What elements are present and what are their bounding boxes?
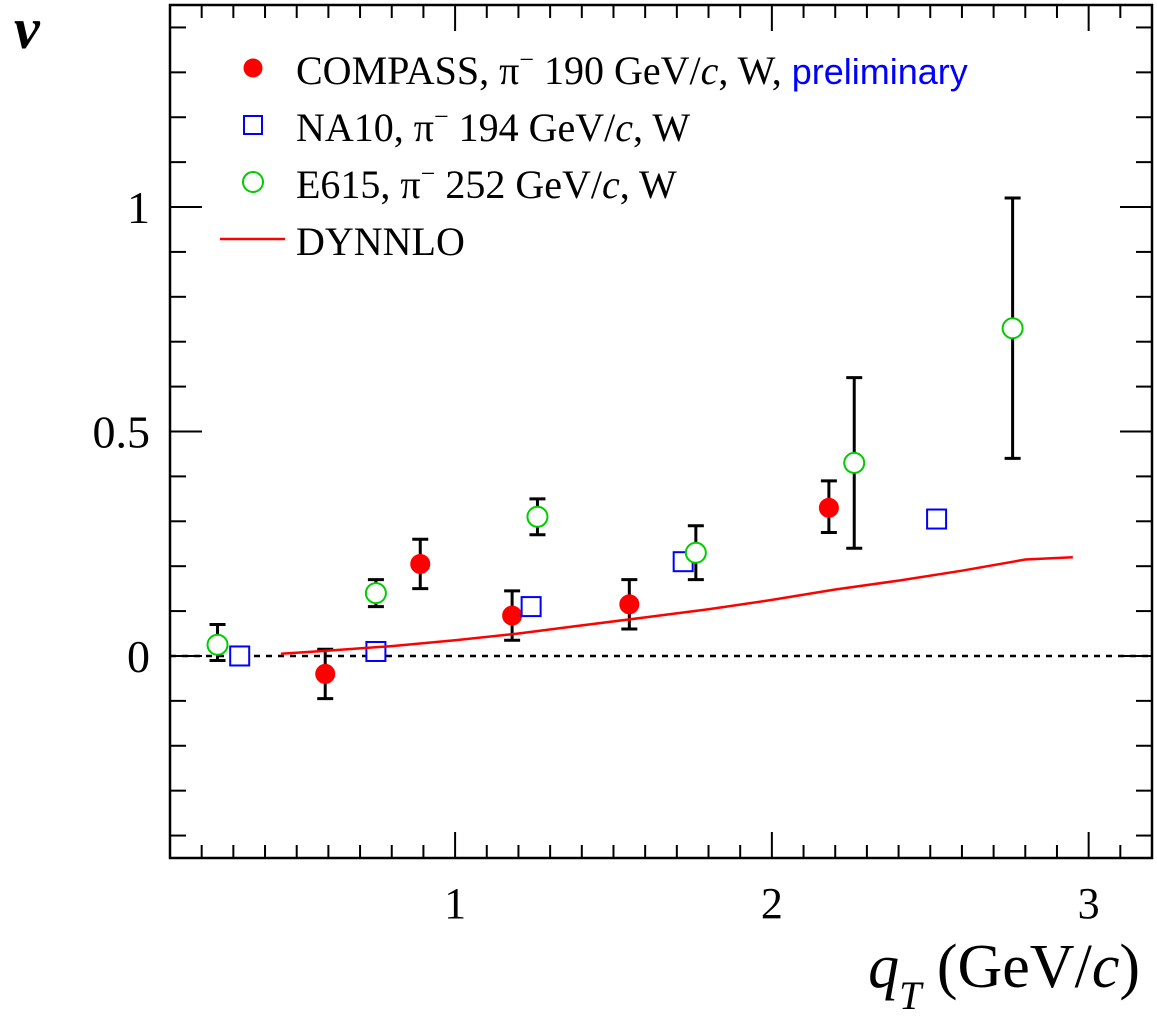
legend-entry-c: c <box>701 48 719 93</box>
legend-marker-compass <box>243 58 263 78</box>
x-tick-label: 1 <box>444 879 466 928</box>
compass-point <box>502 605 523 626</box>
legend-marker-na10 <box>243 115 263 135</box>
e615-point <box>206 633 229 656</box>
legend-entry: NA10, π− 194 GeV/c, W <box>296 102 690 150</box>
x-axis-label-unit: (GeV/ <box>921 933 1092 1001</box>
na10-point <box>520 596 542 618</box>
legend-entry-rest: 194 GeV/ <box>449 105 617 150</box>
legend-entry-main: COMPASS, π <box>296 48 519 93</box>
legend-entry-rest: 252 GeV/ <box>435 162 603 207</box>
legend-entry: COMPASS, π− 190 GeV/c, W, preliminary <box>296 45 968 93</box>
x-axis-label-unit-c: c <box>1092 933 1120 1001</box>
y-tick-label: 0.5 <box>93 407 151 458</box>
e615-point <box>1001 317 1024 340</box>
compass-point <box>619 594 640 615</box>
legend-entry-sup: − <box>421 159 436 188</box>
dynnlo-curve <box>280 555 1073 655</box>
e615-point <box>526 505 549 528</box>
y-tick-label: 0 <box>127 631 150 682</box>
x-axis-label-unit-close: ) <box>1119 933 1140 1001</box>
y-tick-label: 1 <box>127 182 150 233</box>
x-axis-label: qT (GeV/c) <box>868 933 1140 1016</box>
x-axis-label-q: q <box>868 933 899 1001</box>
e615-point <box>364 582 387 605</box>
legend-entry-main: NA10, π <box>296 105 434 150</box>
legend-entry-rest: 190 GeV/ <box>534 48 702 93</box>
legend-marker-e615 <box>242 171 264 193</box>
legend-entry: DYNNLO <box>296 219 465 264</box>
na10-point <box>926 508 948 530</box>
e615-point <box>684 541 707 564</box>
x-axis-label-sub: T <box>899 973 924 1016</box>
legend-entry: E615, π− 252 GeV/c, W <box>296 159 677 207</box>
compass-point <box>818 497 839 518</box>
legend-entry-c: c <box>615 105 633 150</box>
legend-entry-sup: − <box>519 45 534 74</box>
legend-entry-tail: , W <box>620 162 677 207</box>
legend-entry-main: DYNNLO <box>296 219 465 264</box>
compass-point <box>410 553 431 574</box>
legend-entry-tail: , W, <box>718 48 791 93</box>
na10-point <box>229 645 251 667</box>
legend-entry-main: E615, π <box>296 162 421 207</box>
legend-entry-preliminary: preliminary <box>792 51 968 92</box>
legend-entry-tail: , W <box>633 105 690 150</box>
e615-point <box>843 451 866 474</box>
compass-point <box>315 663 336 684</box>
na10-point <box>365 640 387 662</box>
legend-entry-sup: − <box>434 102 449 131</box>
y-axis-label: ν <box>14 0 41 61</box>
x-tick-label: 2 <box>761 879 783 928</box>
legend-entry-c: c <box>602 162 620 207</box>
x-tick-label: 3 <box>1078 879 1100 928</box>
